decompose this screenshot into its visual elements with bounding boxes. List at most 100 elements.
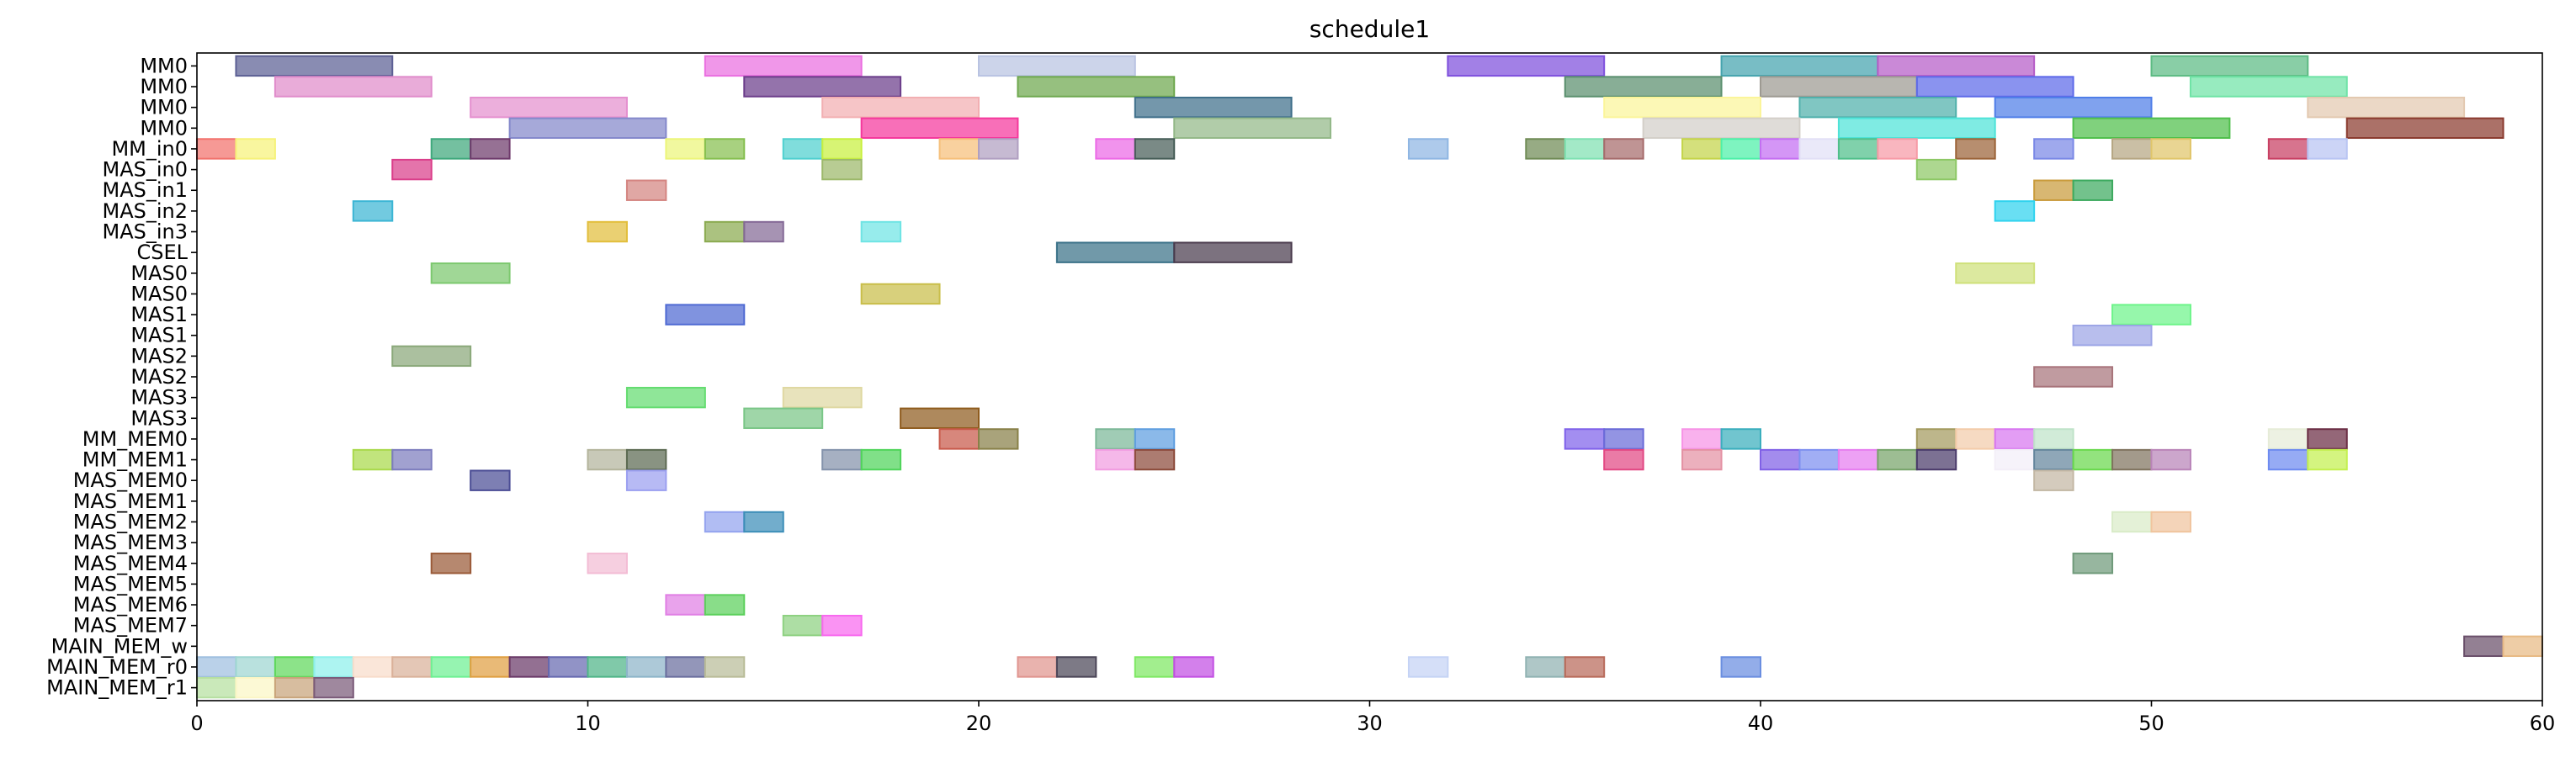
task-bar [860, 283, 941, 305]
task-bar [1720, 656, 1762, 678]
y-tick-label: MAS_in2 [102, 199, 188, 223]
task-bar [2307, 428, 2348, 450]
task-bar [2033, 448, 2074, 471]
task-bar [508, 117, 667, 140]
task-bar [2150, 448, 2191, 471]
y-tick-label: CSEL [136, 241, 188, 264]
task-bar [430, 656, 472, 678]
task-bar [1955, 428, 1996, 450]
task-bar [1720, 55, 1879, 77]
task-bar [900, 407, 980, 429]
x-tick-label: 40 [1748, 712, 1774, 735]
task-bar [2111, 304, 2191, 326]
task-bar [625, 448, 667, 471]
task-bar [352, 448, 394, 471]
task-bar [1760, 76, 1918, 98]
task-bar [743, 76, 902, 98]
task-bar [625, 656, 667, 678]
task-bar [2267, 138, 2309, 160]
task-bar [1955, 138, 1996, 160]
task-bar [1994, 96, 2153, 119]
task-bar [1915, 76, 2074, 98]
task-bar [1955, 262, 2036, 284]
task-bar [1134, 656, 1176, 678]
task-bar [704, 220, 746, 243]
task-bar [1915, 448, 1957, 471]
task-bar [1564, 428, 1606, 450]
y-tick-label: MAS_MEM0 [73, 468, 188, 492]
task-bar [1877, 448, 1918, 471]
y-tick-label: MAS1 [130, 324, 188, 347]
task-bar [1760, 448, 1801, 471]
task-bar [938, 138, 980, 160]
task-bar [2502, 635, 2544, 658]
task-bar [2463, 635, 2504, 658]
task-bar [274, 676, 316, 699]
task-bar [625, 469, 667, 491]
task-bar [1681, 138, 1723, 160]
task-bar [2150, 55, 2309, 77]
task-bar [2267, 428, 2309, 450]
y-tick-label: MAS_MEM6 [73, 593, 188, 617]
task-bar [2072, 325, 2153, 347]
task-bar [704, 138, 746, 160]
task-bar [2033, 366, 2114, 388]
x-tick-label: 30 [1357, 712, 1383, 735]
task-bar [1173, 241, 1293, 263]
task-bar [1134, 138, 1176, 160]
task-bar [352, 656, 394, 678]
task-bar [938, 428, 980, 450]
task-bar [1994, 200, 2036, 222]
task-bar [2111, 448, 2153, 471]
task-bar [2111, 138, 2153, 160]
task-bar [235, 656, 276, 678]
task-bar [821, 158, 863, 181]
y-tick-label: MAIN_MEM_r1 [46, 676, 188, 700]
task-bar [1173, 117, 1332, 140]
task-bar [1095, 138, 1136, 160]
task-bar [2072, 117, 2231, 140]
task-bar [1017, 76, 1176, 98]
task-bar [430, 553, 472, 574]
task-bar [2307, 138, 2348, 160]
task-bar [391, 158, 433, 181]
task-bar [978, 55, 1136, 77]
task-bar [235, 138, 276, 160]
task-bar [2033, 179, 2074, 201]
task-bar [743, 511, 784, 533]
y-tick-label: MAIN_MEM_r0 [46, 655, 188, 679]
task-bar [1055, 656, 1097, 678]
task-bar [313, 656, 354, 678]
task-bar [587, 448, 628, 471]
task-bar [1173, 656, 1214, 678]
chart-title: schedule1 [1309, 15, 1430, 43]
task-bar [1642, 117, 1801, 140]
task-bar [2307, 448, 2348, 471]
task-bar [1447, 55, 1606, 77]
x-tick-label: 50 [2138, 712, 2164, 735]
task-bar [821, 138, 863, 160]
y-tick-label: MM0 [140, 75, 188, 98]
task-bar [665, 304, 746, 326]
y-tick-label: MM_in0 [111, 137, 188, 161]
task-bar [2150, 511, 2191, 533]
task-bar [1564, 138, 1606, 160]
task-bar [196, 138, 237, 160]
task-bar [313, 676, 354, 699]
task-bar [782, 386, 863, 409]
task-bar [1095, 428, 1136, 450]
y-tick-label: MM0 [140, 116, 188, 140]
task-bar [978, 138, 1019, 160]
x-tick-label: 60 [2530, 712, 2556, 735]
task-bar [743, 407, 824, 429]
task-bar [2072, 448, 2114, 471]
task-bar [1017, 656, 1058, 678]
task-bar [430, 262, 511, 284]
task-bar [625, 179, 667, 201]
task-bar [274, 656, 316, 678]
task-bar [704, 511, 746, 533]
task-bar [587, 553, 628, 574]
task-bar [704, 55, 863, 77]
x-tick-label: 10 [575, 712, 601, 735]
task-bar [625, 386, 706, 409]
